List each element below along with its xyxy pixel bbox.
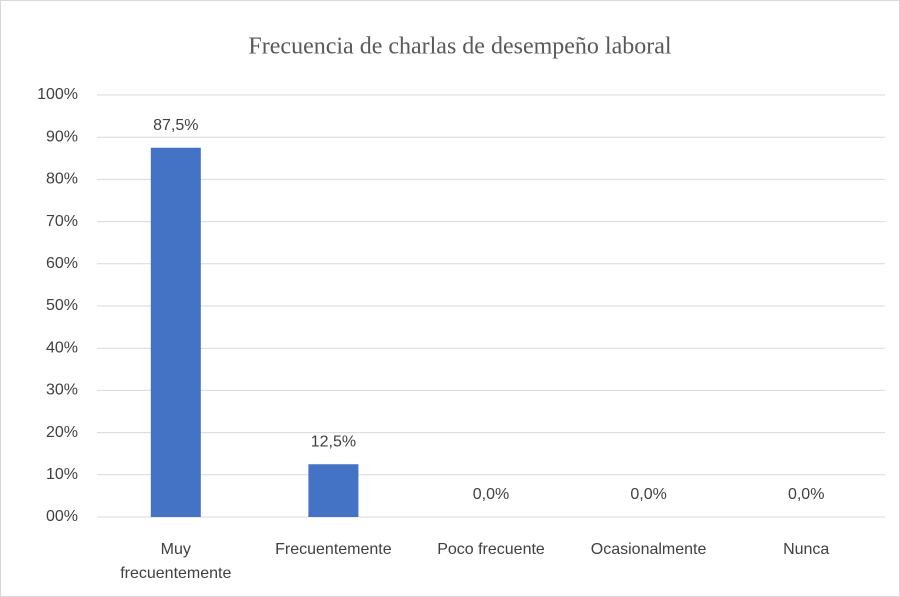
y-tick-label: 20%	[46, 424, 78, 441]
x-tick-label-box: Nunca	[736, 538, 876, 562]
chart-title: Frecuencia de charlas de desempeño labor…	[248, 34, 671, 60]
x-tick-label-box: Frecuentemente	[263, 538, 403, 562]
x-tick-label: Nunca	[783, 541, 830, 558]
x-tick-label: Ocasionalmente	[590, 541, 707, 558]
data-label: 0,0%	[473, 486, 509, 503]
y-tick-label: 60%	[46, 255, 78, 272]
data-label: 12,5%	[311, 433, 356, 450]
x-tick-label-box: Muy frecuentemente	[106, 538, 246, 586]
x-tick-label-box: Poco frecuente	[421, 538, 561, 562]
y-tick-label: 10%	[46, 466, 78, 483]
data-label: 0,0%	[630, 486, 666, 503]
y-tick-label: 30%	[46, 382, 78, 399]
data-label: 0,0%	[788, 486, 824, 503]
y-tick-label: 50%	[46, 297, 78, 314]
y-tick-label: 100%	[37, 86, 78, 103]
y-tick-label: 40%	[46, 339, 78, 356]
x-tick-label-box: Ocasionalmente	[579, 538, 719, 562]
y-tick-label: 00%	[46, 508, 78, 525]
x-tick-label: Frecuentemente	[275, 541, 392, 558]
x-tick-label: Poco frecuente	[437, 541, 545, 558]
data-label: 87,5%	[153, 117, 198, 134]
y-tick-label: 70%	[46, 213, 78, 230]
x-tick-label: Muy frecuentemente	[120, 541, 232, 582]
bar	[150, 147, 201, 517]
y-tick-label: 90%	[46, 128, 78, 145]
y-tick-label: 80%	[46, 171, 78, 188]
bar	[308, 464, 359, 517]
